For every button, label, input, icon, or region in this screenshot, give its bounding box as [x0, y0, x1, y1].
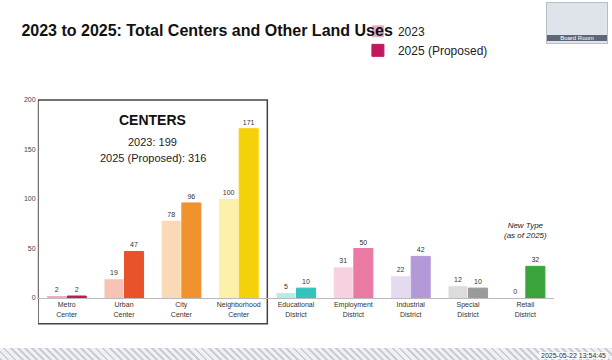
- svg-text:SpecialDistrict: SpecialDistrict: [457, 301, 480, 317]
- svg-text:42: 42: [417, 246, 425, 253]
- svg-text:78: 78: [167, 211, 175, 218]
- svg-text:100: 100: [223, 189, 235, 196]
- svg-text:2: 2: [75, 286, 79, 293]
- svg-text:UrbanCenter: UrbanCenter: [113, 301, 135, 317]
- svg-text:50: 50: [28, 245, 36, 252]
- svg-text:MetroCenter: MetroCenter: [56, 301, 78, 317]
- svg-text:CityCenter: CityCenter: [171, 301, 193, 317]
- svg-text:19: 19: [110, 269, 118, 276]
- svg-text:2023: 199: 2023: 199: [128, 136, 177, 148]
- svg-text:EducationalDistrict: EducationalDistrict: [278, 301, 315, 317]
- svg-text:150: 150: [24, 146, 36, 153]
- svg-text:12: 12: [454, 276, 462, 283]
- html-text:Board Room: Board Room: [560, 35, 594, 41]
- svg-text:100: 100: [24, 195, 36, 202]
- html-text:2025-05-22 13:54:45: 2025-05-22 13:54:45: [541, 352, 606, 359]
- svg-text:171: 171: [243, 119, 255, 126]
- svg-text:2025 (Proposed): 316: 2025 (Proposed): 316: [100, 152, 206, 164]
- svg-text:10: 10: [302, 278, 310, 285]
- svg-text:IndustrialDistrict: IndustrialDistrict: [396, 301, 425, 317]
- svg-text:47: 47: [130, 241, 138, 248]
- svg-text:0: 0: [513, 288, 517, 295]
- svg-text:22: 22: [397, 266, 405, 273]
- svg-text:10: 10: [474, 278, 482, 285]
- svg-text:NeighborhoodCenter: NeighborhoodCenter: [217, 301, 261, 317]
- svg-text:50: 50: [359, 239, 367, 246]
- svg-text:New Type(as of 2025): New Type(as of 2025): [504, 221, 547, 240]
- svg-text:EmploymentDistrict: EmploymentDistrict: [334, 301, 373, 317]
- svg-text:31: 31: [339, 257, 347, 264]
- svg-text:96: 96: [187, 193, 195, 200]
- svg-text:CENTERS: CENTERS: [119, 112, 186, 128]
- svg-text:2025 (Proposed): 2025 (Proposed): [398, 44, 487, 58]
- svg-text:2: 2: [55, 286, 59, 293]
- svg-text:2023: 2023: [398, 25, 425, 39]
- svg-text:200: 200: [24, 96, 36, 103]
- svg-text:0: 0: [32, 294, 36, 301]
- svg-text:5: 5: [284, 283, 288, 290]
- svg-text:RetailDistrict: RetailDistrict: [515, 301, 536, 317]
- svg-text:2023 to 2025: Total Centers an: 2023 to 2025: Total Centers and Other La…: [21, 22, 392, 39]
- svg-text:32: 32: [531, 256, 539, 263]
